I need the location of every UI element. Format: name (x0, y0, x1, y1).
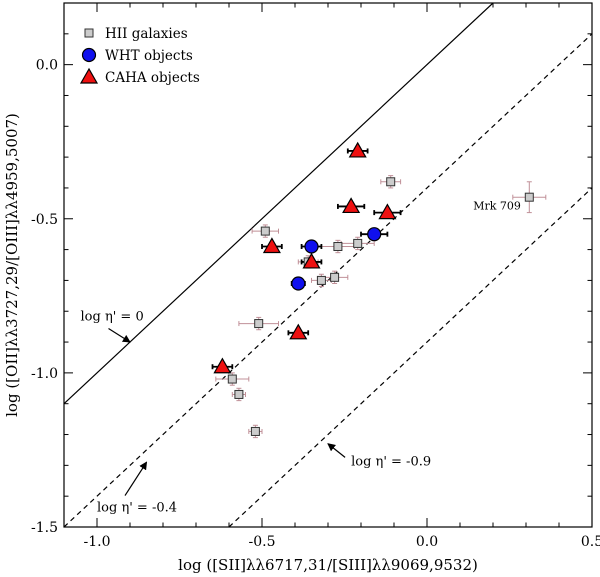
triangle-point (378, 203, 397, 220)
circle-point (304, 239, 319, 254)
square-point (353, 238, 363, 248)
axis-ticks: -1.0 -0.5 0.0 0.5 0.0 -0.5 -1.0 -1.5 (31, 2, 600, 550)
legend-label: HII galaxies (105, 26, 188, 42)
annotation-arrow (124, 461, 148, 496)
line-label: log η' = 0 (81, 309, 144, 324)
legend-label: CAHA objects (105, 70, 200, 86)
x-tick-label: -1.0 (84, 534, 111, 550)
square-point (250, 426, 260, 436)
legend-marker (81, 47, 97, 63)
annotation-arrow (108, 327, 131, 343)
y-tick-label: -0.5 (31, 212, 58, 228)
circle-point (367, 227, 382, 242)
square-point (333, 242, 343, 252)
legend: HII galaxies WHT objects CAHA objects (79, 26, 200, 86)
data-points (213, 141, 534, 436)
square-point (524, 192, 534, 202)
legend-label: WHT objects (105, 48, 193, 64)
x-tick-label: 0.5 (581, 534, 600, 550)
legend-marker (79, 67, 99, 84)
triangle-point (342, 197, 361, 214)
square-point (316, 275, 326, 285)
y-tick-label: -1.0 (31, 366, 58, 382)
y-tick-label: -1.5 (31, 520, 58, 536)
annotation-arrow (327, 443, 346, 458)
square-point (234, 389, 244, 399)
error-bars (211, 146, 547, 439)
square-point (330, 272, 340, 282)
square-point (386, 177, 396, 187)
reference-line-3 (228, 187, 592, 527)
triangle-point (348, 141, 367, 158)
y-tick-label: 0.0 (36, 58, 58, 74)
legend-marker (84, 28, 94, 38)
line-label: log η' = -0.9 (351, 454, 431, 469)
reference-line-1 (64, 3, 494, 405)
triangle-point (289, 323, 308, 340)
square-point (254, 319, 264, 329)
triangle-point (262, 237, 281, 254)
annotations: log η' = 0 log η' = -0.4 log η' = -0.9 Mrk … (81, 200, 521, 516)
square-point (260, 226, 270, 236)
triangle-point (213, 357, 232, 374)
circle-point (291, 276, 306, 291)
square-point (227, 374, 237, 384)
point-label: Mrk 709 (473, 200, 521, 213)
y-axis-title: log ([OII]λλ3727,29/[OIII]λλ4959,5007) (3, 113, 21, 417)
triangle-point (302, 252, 321, 269)
x-axis-title: log ([SII]λλ6717,31/[SIII]λλ9069,9532) (178, 556, 478, 574)
line-label: log η' = -0.4 (97, 501, 177, 516)
x-tick-label: 0.0 (416, 534, 438, 550)
x-tick-label: -0.5 (249, 534, 276, 550)
